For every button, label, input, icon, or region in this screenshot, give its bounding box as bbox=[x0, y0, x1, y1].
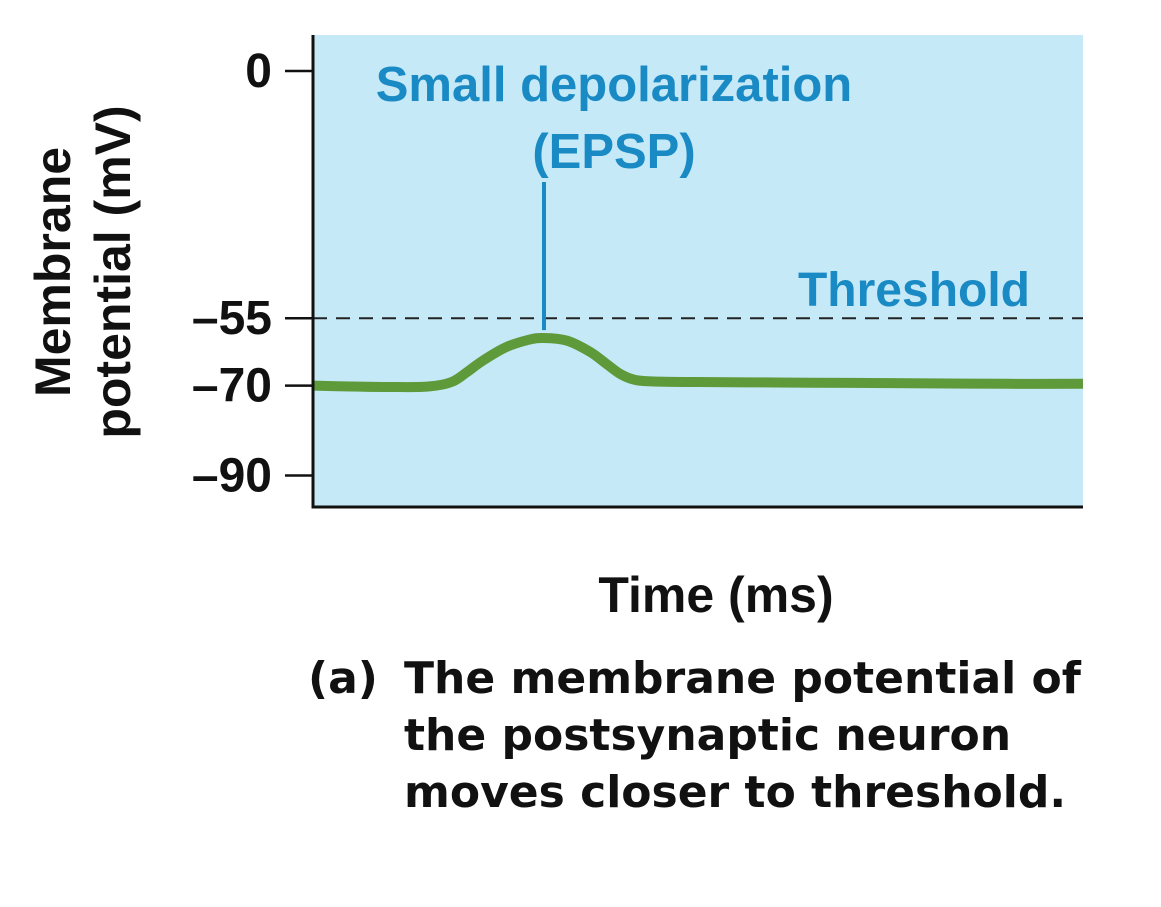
membrane-potential-line bbox=[312, 332, 1084, 393]
y-tick-label: –90 bbox=[192, 450, 272, 503]
y-axis-label: Membrane potential (mV) bbox=[25, 105, 141, 438]
y-tick-label: 0 bbox=[245, 45, 272, 98]
caption-label: (a) bbox=[308, 653, 378, 704]
threshold-label: Threshold bbox=[798, 264, 1030, 317]
chart: 0 –55 –70 –90 Threshold Small depolarizatio… bbox=[25, 35, 1084, 623]
y-axis-label-line-1: Membrane bbox=[25, 147, 81, 397]
plot-area bbox=[313, 35, 1083, 507]
y-tick-label: –55 bbox=[192, 292, 272, 345]
y-axis-ticks: 0 –55 –70 –90 bbox=[192, 45, 313, 503]
y-axis-label-line-2: potential (mV) bbox=[85, 105, 141, 438]
caption-text: The membrane potential of the postsynapt… bbox=[404, 653, 1081, 818]
x-axis-label: Time (ms) bbox=[598, 567, 833, 623]
annotation-label-line-1: Small depolarization bbox=[376, 58, 852, 112]
annotation-label-line-2: (EPSP) bbox=[532, 125, 695, 179]
y-tick-label: –70 bbox=[192, 360, 272, 413]
